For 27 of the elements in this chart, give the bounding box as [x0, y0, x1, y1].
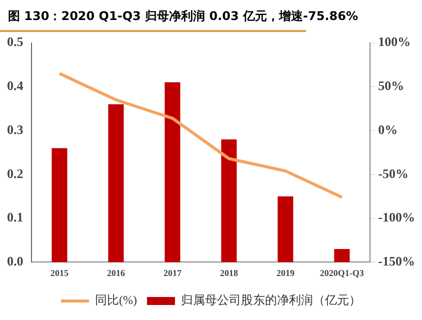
bar [52, 148, 68, 262]
y2-tick-label: -150% [378, 254, 416, 269]
bar [334, 249, 350, 262]
y-tick-label: 0.2 [7, 166, 24, 181]
y-tick-label: 0.0 [7, 254, 24, 269]
x-tick-label: 2019 [276, 268, 295, 278]
y-tick-label: 0.4 [7, 78, 24, 94]
y2-tick-label: 0% [378, 122, 398, 137]
y-tick-label: 0.5 [7, 34, 24, 50]
y2-tick-label: 100% [378, 34, 411, 50]
x-tick-label: 2015 [50, 268, 69, 278]
legend-label: 同比(%) [95, 293, 138, 308]
x-tick-label: 2018 [220, 268, 238, 278]
bar [278, 196, 294, 262]
x-tick-label: 2017 [163, 268, 182, 278]
bar [164, 82, 180, 262]
x-tick-label: 2016 [106, 268, 126, 278]
chart-title: 图 130：2020 Q1-Q3 归母净利润 0.03 亿元，增速-75.86% [7, 8, 358, 25]
bar [108, 104, 124, 262]
y-tick-label: 0.3 [7, 122, 24, 137]
bar [221, 139, 237, 262]
x-tick-label: 2020Q1-Q3 [320, 268, 364, 278]
y2-tick-label: -50% [378, 166, 409, 181]
y2-tick-label: -100% [378, 210, 416, 225]
y2-tick-label: 50% [378, 78, 404, 94]
y-tick-label: 0.1 [7, 210, 24, 225]
legend-label: 归属母公司股东的净利润（亿元） [180, 293, 361, 308]
